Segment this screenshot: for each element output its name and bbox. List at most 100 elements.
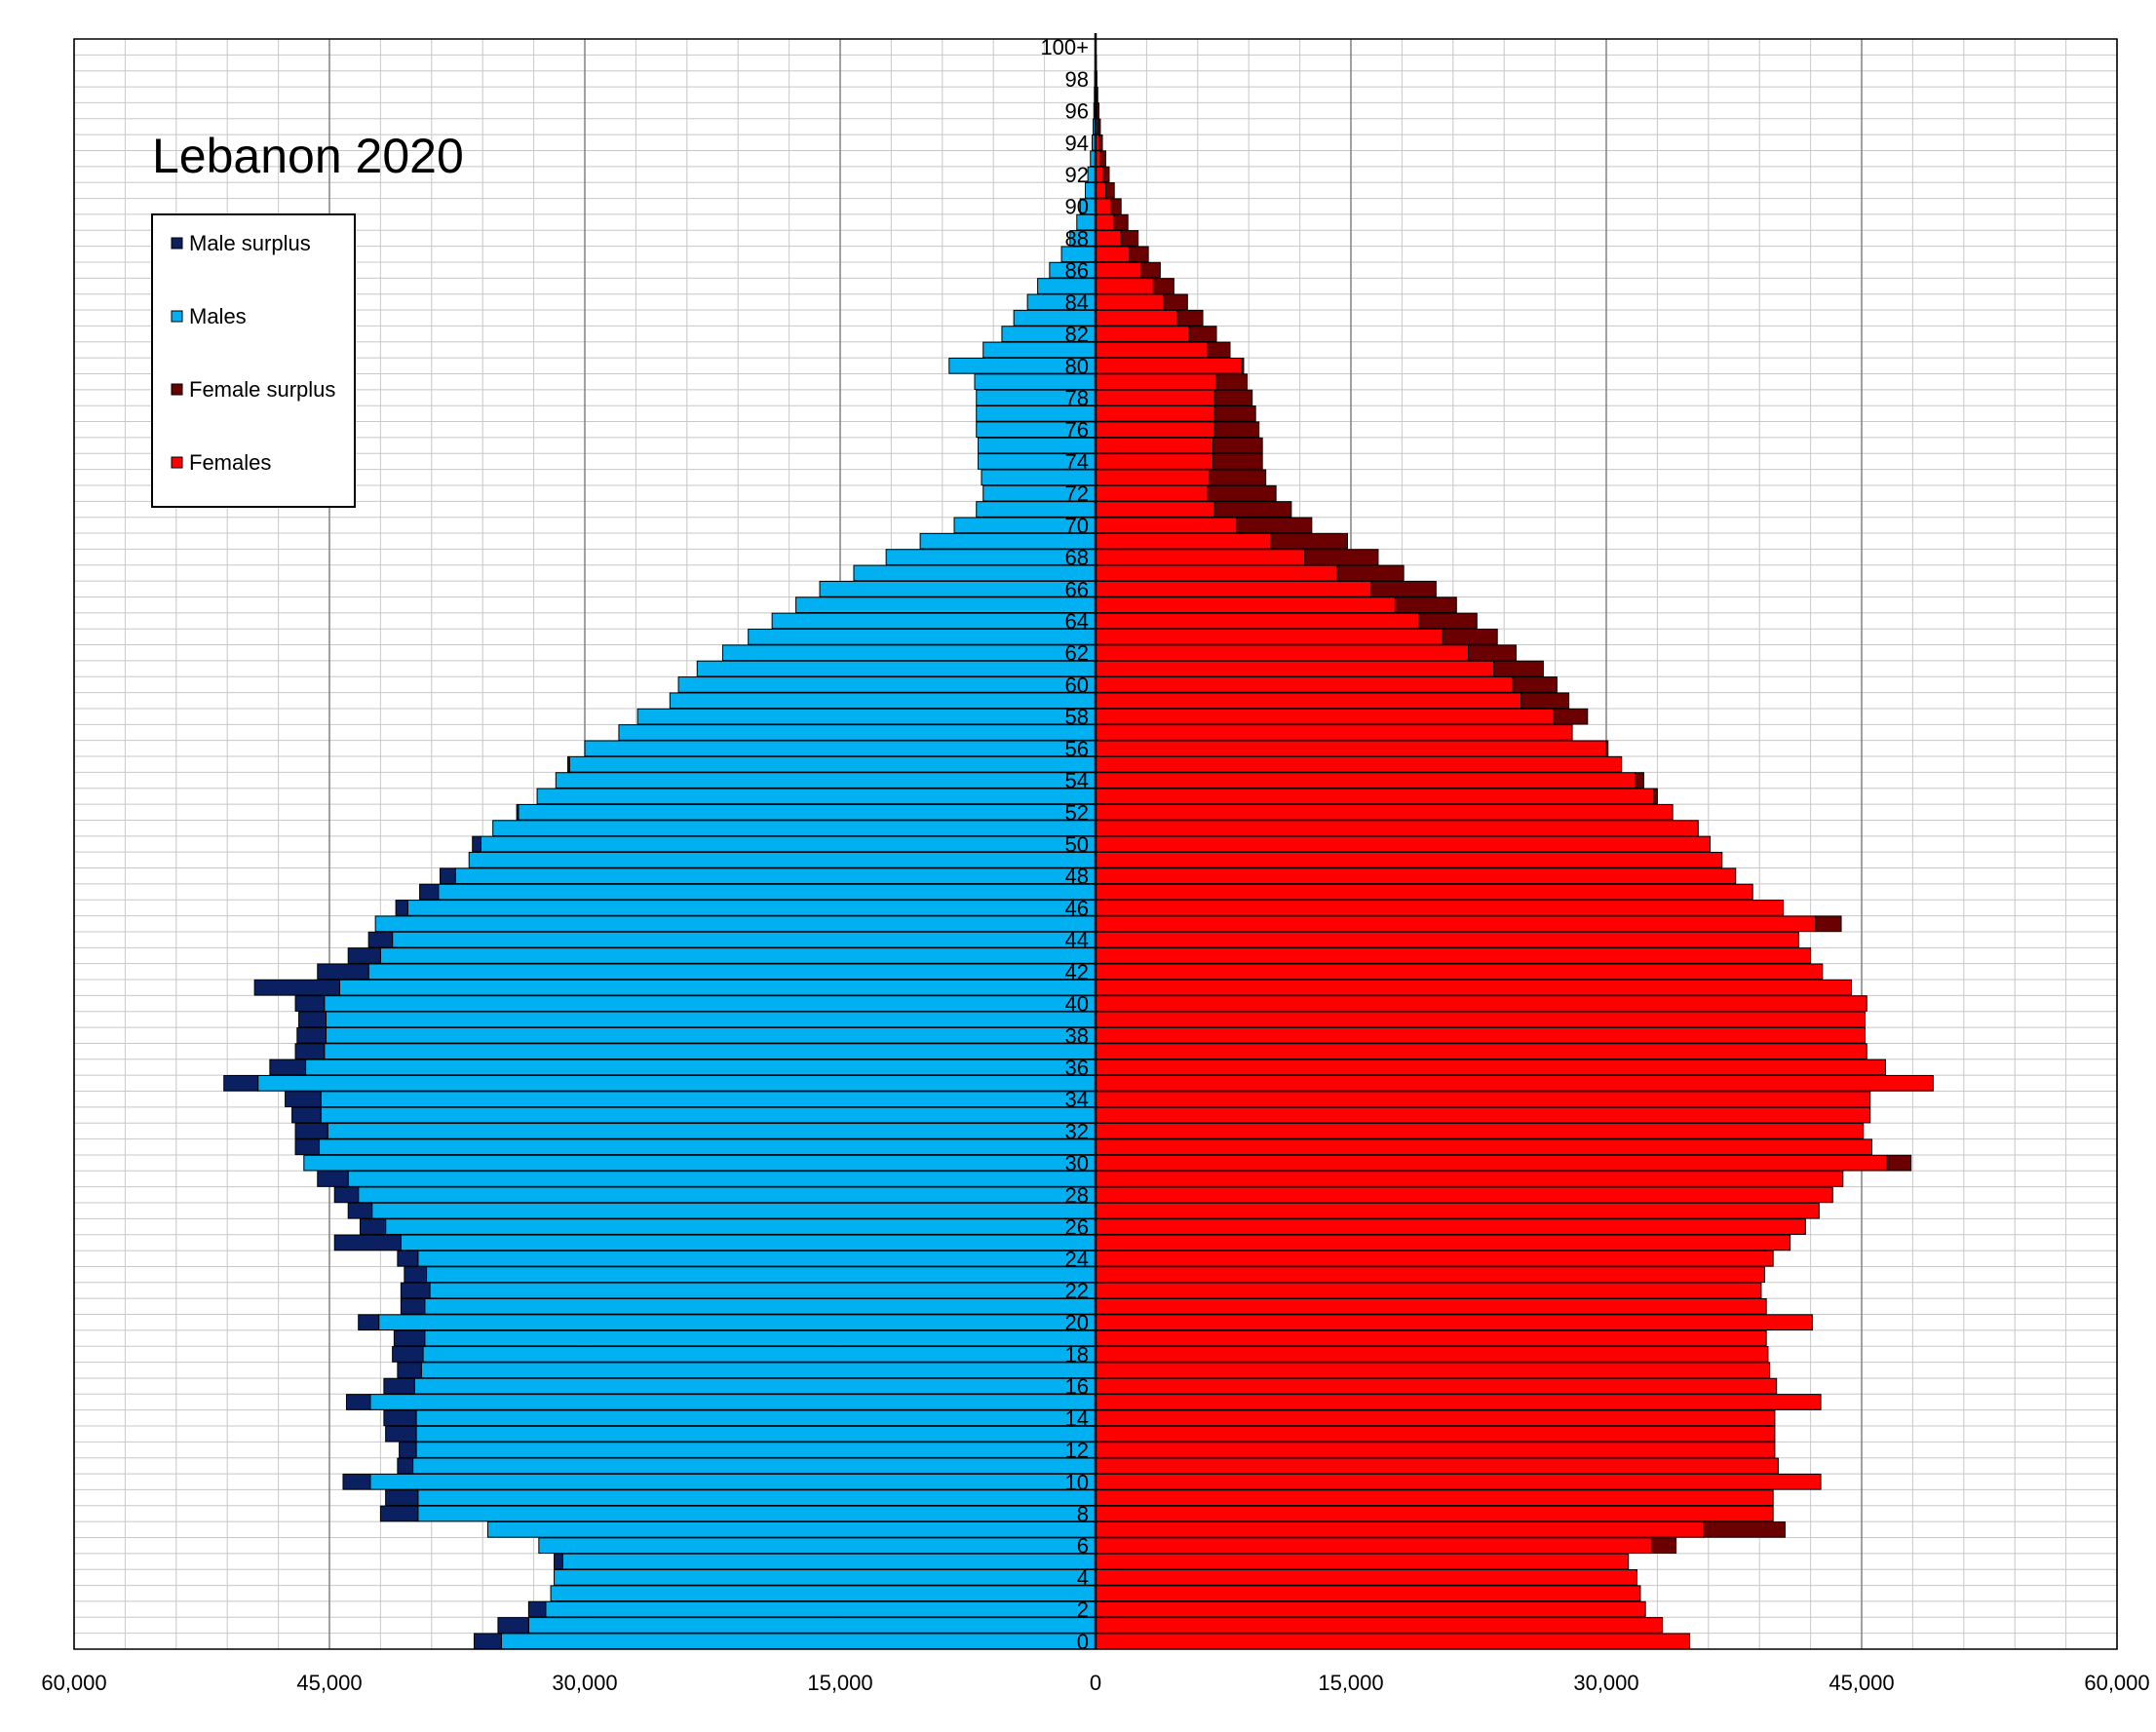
male-surplus-bar xyxy=(379,1505,419,1522)
female-bar xyxy=(1095,915,1817,933)
male-surplus-bar xyxy=(393,1329,426,1347)
male-surplus-bar xyxy=(473,1633,502,1650)
female-surplus-bar xyxy=(1163,293,1188,311)
female-bar xyxy=(1095,740,1607,757)
y-axis-tick-labels: 0246810121416182022242628303234363840424… xyxy=(1040,35,1089,1654)
y-tick-label: 68 xyxy=(1065,546,1089,570)
y-tick-label: 16 xyxy=(1065,1374,1089,1399)
y-tick-label: 40 xyxy=(1065,992,1089,1017)
female-surplus-bar xyxy=(1120,230,1139,247)
female-surplus-bar xyxy=(1270,532,1349,550)
female-surplus-bar xyxy=(1207,341,1231,359)
male-bar xyxy=(392,931,1097,948)
female-bar xyxy=(1095,963,1824,981)
female-bar xyxy=(1095,660,1495,677)
y-tick-label: 52 xyxy=(1065,800,1089,825)
male-surplus-bar xyxy=(342,1473,371,1490)
female-surplus-bar xyxy=(1703,1520,1786,1538)
female-bar xyxy=(1095,676,1514,693)
male-surplus-bar xyxy=(404,1266,428,1283)
female-surplus-bar xyxy=(1099,150,1106,168)
male-bar xyxy=(378,1314,1097,1331)
y-tick-label: 72 xyxy=(1065,481,1089,506)
male-surplus-bar xyxy=(383,1409,417,1427)
y-tick-label: 66 xyxy=(1065,577,1089,601)
y-tick-label: 74 xyxy=(1065,449,1089,474)
female-bar xyxy=(1095,389,1215,406)
male-bar xyxy=(454,867,1097,885)
female-bar xyxy=(1095,341,1209,359)
female-bar xyxy=(1095,629,1444,645)
y-tick-label: 92 xyxy=(1065,163,1089,187)
male-bar xyxy=(518,803,1097,821)
x-axis-tick-labels: 60,000 45,000 30,000 15,000 0 15,000 30,000 45,… xyxy=(41,1671,2149,1695)
male-surplus-bar xyxy=(253,979,340,996)
female-bar xyxy=(1095,1442,1776,1458)
male-bar xyxy=(371,1202,1097,1219)
female-bar xyxy=(1095,883,1753,901)
female-bar xyxy=(1095,564,1338,582)
male-bar xyxy=(422,1346,1097,1363)
legend-label: Females xyxy=(189,450,271,475)
female-bar xyxy=(1095,1537,1653,1555)
male-surplus-bar xyxy=(285,1091,322,1108)
male-surplus-bar xyxy=(383,1377,415,1395)
male-surplus-bar xyxy=(298,1011,327,1028)
male-bar xyxy=(415,1425,1097,1443)
x-tick-label: 30,000 xyxy=(552,1671,617,1695)
male-surplus-bar xyxy=(385,1425,417,1443)
male-surplus-bar xyxy=(554,1553,563,1570)
female-bar xyxy=(1095,852,1723,868)
female-bar xyxy=(1095,469,1211,486)
female-surplus-bar xyxy=(1213,421,1260,439)
legend-box xyxy=(151,213,356,508)
female-surplus-bar xyxy=(1442,629,1498,645)
male-bar xyxy=(721,644,1097,662)
female-bar xyxy=(1095,931,1799,948)
male-surplus-bar xyxy=(317,1171,349,1187)
female-surplus-bar xyxy=(1394,597,1457,614)
male-surplus-bar xyxy=(567,755,570,773)
y-tick-label: 0 xyxy=(1077,1630,1089,1654)
male-bar xyxy=(426,1266,1097,1283)
male-bar xyxy=(795,597,1097,614)
female-surplus-bar xyxy=(1815,915,1842,933)
male-bar xyxy=(326,1026,1097,1044)
y-tick-label: 58 xyxy=(1065,705,1089,729)
female-surplus-bar xyxy=(1113,213,1129,231)
female-bar xyxy=(1095,1377,1778,1395)
male-bar xyxy=(367,963,1097,981)
male-bar xyxy=(429,1282,1097,1299)
male-bar xyxy=(415,1409,1097,1427)
female-bar xyxy=(1095,788,1655,805)
female-surplus-bar xyxy=(1097,102,1099,119)
male-surplus-bar xyxy=(527,1600,547,1618)
male-surplus-bar xyxy=(333,1186,360,1204)
female-bar xyxy=(1095,405,1215,422)
male-surplus-bar xyxy=(347,1202,373,1219)
male-surplus-bar xyxy=(397,1250,419,1267)
legend-swatch xyxy=(171,456,183,469)
legend-label: Male surplus xyxy=(189,231,311,255)
female-bar xyxy=(1095,1074,1934,1092)
female-surplus-bar xyxy=(1215,373,1248,391)
female-bar xyxy=(1095,1250,1774,1267)
male-bar xyxy=(677,676,1097,693)
female-bar xyxy=(1095,1234,1791,1251)
y-tick-label: 10 xyxy=(1065,1470,1089,1494)
male-bar xyxy=(305,1058,1097,1076)
male-bar xyxy=(555,772,1097,789)
female-surplus-bar xyxy=(1336,564,1405,582)
male-surplus-bar xyxy=(269,1058,307,1076)
male-bar xyxy=(400,1234,1097,1251)
female-surplus-bar xyxy=(1188,326,1217,342)
male-bar xyxy=(486,1520,1097,1538)
x-tick-label: 15,000 xyxy=(1318,1671,1383,1695)
male-bar xyxy=(385,1218,1097,1235)
female-bar xyxy=(1095,580,1372,597)
y-tick-label: 94 xyxy=(1065,131,1089,155)
female-bar xyxy=(1095,708,1555,725)
male-bar xyxy=(347,1171,1097,1187)
chart-title: Lebanon 2020 xyxy=(152,129,464,183)
female-bar xyxy=(1095,357,1243,374)
